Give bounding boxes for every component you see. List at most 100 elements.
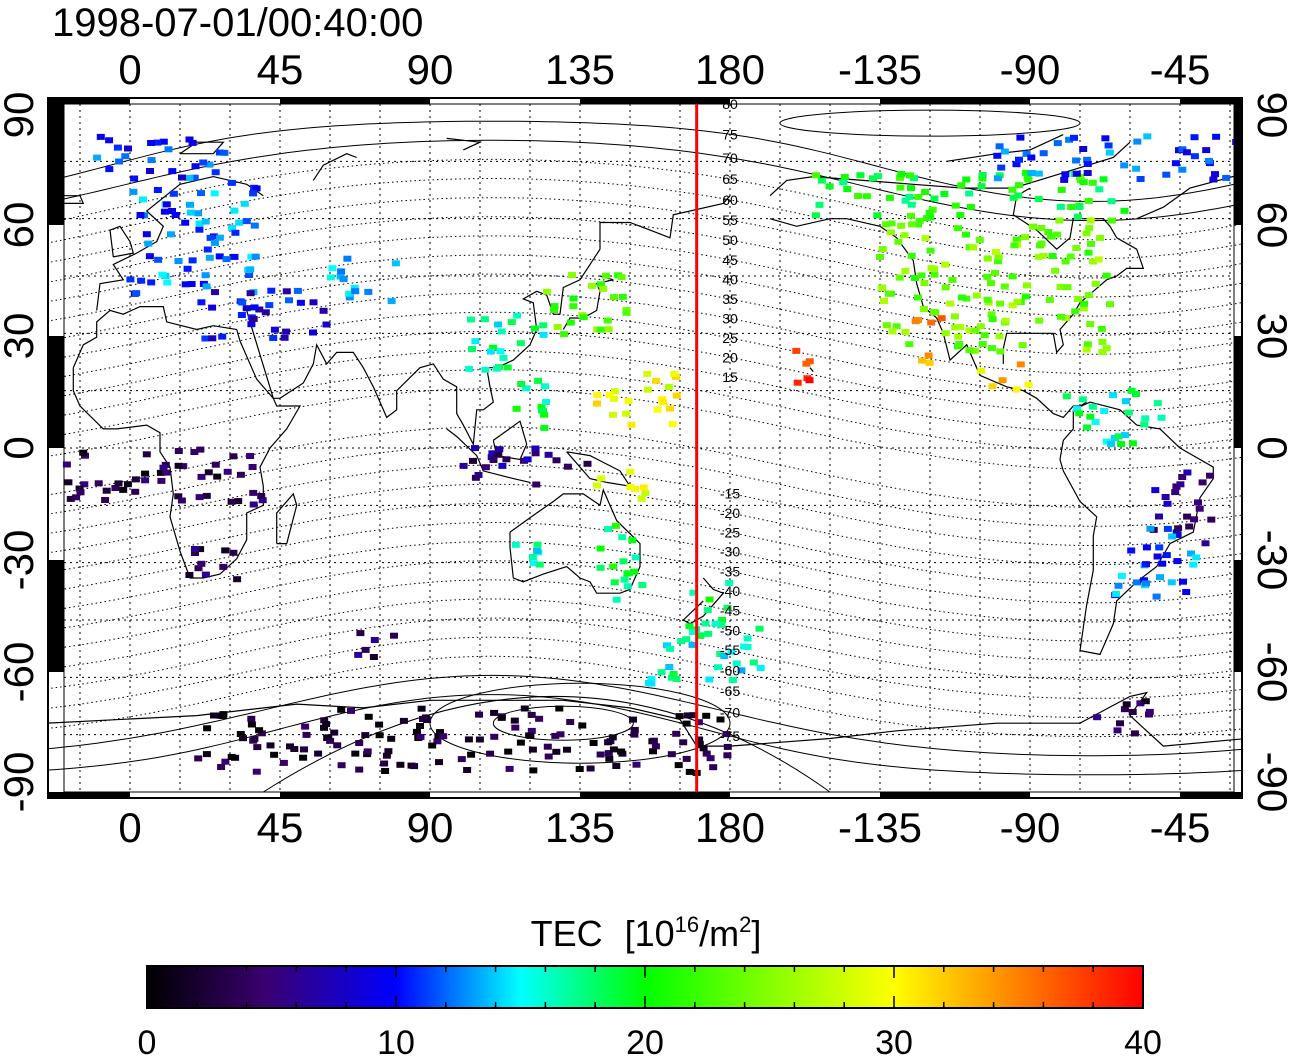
tec-cell [911,318,920,325]
tec-cell [921,235,930,242]
tec-cell [575,766,584,772]
tec-cell [663,642,671,649]
tec-cell [925,209,934,216]
tec-cell [972,292,981,299]
frame-tick-bar [1180,792,1242,798]
tec-cell [523,456,532,463]
tec-cell [1016,361,1025,368]
lat-tick-right-neg30: -30 [1249,530,1292,591]
tec-cell [322,721,331,728]
timestamp-title: 1998-07-01/00:40:00 [52,1,423,45]
contour-label: 35 [722,291,738,307]
tec-cell [203,725,212,732]
frame-tick-bar [1234,336,1242,448]
tec-cell [350,284,359,291]
tec-cell [1171,489,1180,496]
tec-cell [242,305,251,312]
tec-cell [174,258,183,264]
tec-cell [75,485,84,492]
tec-cell [569,295,578,302]
tec-cell [843,186,852,193]
lon-tick-top-45: 45 [257,46,304,93]
magnetic-contour [48,579,1242,661]
tec-cell [361,646,370,653]
tec-cell [201,218,210,225]
tec-cell [675,713,684,720]
tec-cell [905,341,914,348]
tec-cell [1037,240,1046,247]
tec-cell [535,715,544,722]
tec-cell [1128,709,1137,715]
tec-cell [987,345,996,352]
tec-cell [930,271,939,278]
tec-cell [604,326,613,333]
frame-tick-bars [48,98,1242,798]
tec-cell [624,398,633,404]
tec-cell [464,736,473,743]
tec-cell [695,736,704,743]
tec-cell [131,476,140,483]
tec-cell [1072,157,1081,164]
tec-cell [555,705,564,712]
tec-cell [252,185,261,192]
tec-cell [1132,165,1141,172]
tec-cell [1066,253,1075,260]
tec-cell [998,377,1007,384]
contour-label: -75 [720,728,740,744]
tec-cell [498,462,507,469]
tec-cell [1209,176,1218,183]
tec-cell [994,258,1003,265]
tec-cell [199,159,208,166]
tec-cell [355,740,364,746]
tec-cell [1021,234,1029,241]
tec-cell [494,451,503,458]
tec-cell [897,222,906,229]
tec-cell [1095,186,1104,193]
tec-cell [969,244,978,251]
tec-cell [142,231,151,238]
tec-cell [141,470,150,477]
tec-cell [223,468,232,475]
magnetic-contour [48,158,1242,241]
tec-cell [631,485,639,492]
tec-cell [649,737,658,744]
contour-labels: 8075706560555045403530252015-15-20-25-30… [720,96,740,744]
tec-cell [1008,273,1017,280]
tec-cell [556,731,565,738]
tec-cell [649,748,657,755]
tec-cell [679,739,688,746]
tec-cell [560,331,569,338]
tec-cell [1027,170,1036,176]
coastline [276,492,298,545]
tec-cell [1155,513,1163,520]
contour-label: -60 [720,662,740,678]
tec-cell [1097,325,1106,332]
tec-cell [375,732,384,739]
coastline [246,195,731,447]
tec-cell [1145,708,1154,715]
tec-cell [962,176,971,183]
tec-cell [185,136,194,143]
contour-label: 55 [722,212,738,228]
lat-tick-right-neg60: -60 [1249,642,1292,703]
frame-tick-bar [280,792,430,798]
tec-cell [162,201,171,208]
tec-cell [496,348,505,355]
tec-cell [1072,170,1081,177]
tec-cell [1171,160,1180,167]
tec-cell [1168,533,1177,540]
tec-cell [296,299,305,306]
tec-cell [996,348,1005,355]
tec-cell [1087,240,1095,247]
tec-cell [1120,706,1129,713]
tec-cell [1156,574,1164,581]
tec-cell [261,309,270,316]
lon-tick-top-135: 135 [545,46,615,93]
tec-cell [1107,217,1116,224]
tec-cell [689,629,697,636]
tec-cell [181,281,190,288]
tec-cell [951,324,960,331]
lat-tick-left-neg90: -90 [0,752,42,813]
tec-cell [481,464,490,471]
tec-cell [301,723,310,730]
